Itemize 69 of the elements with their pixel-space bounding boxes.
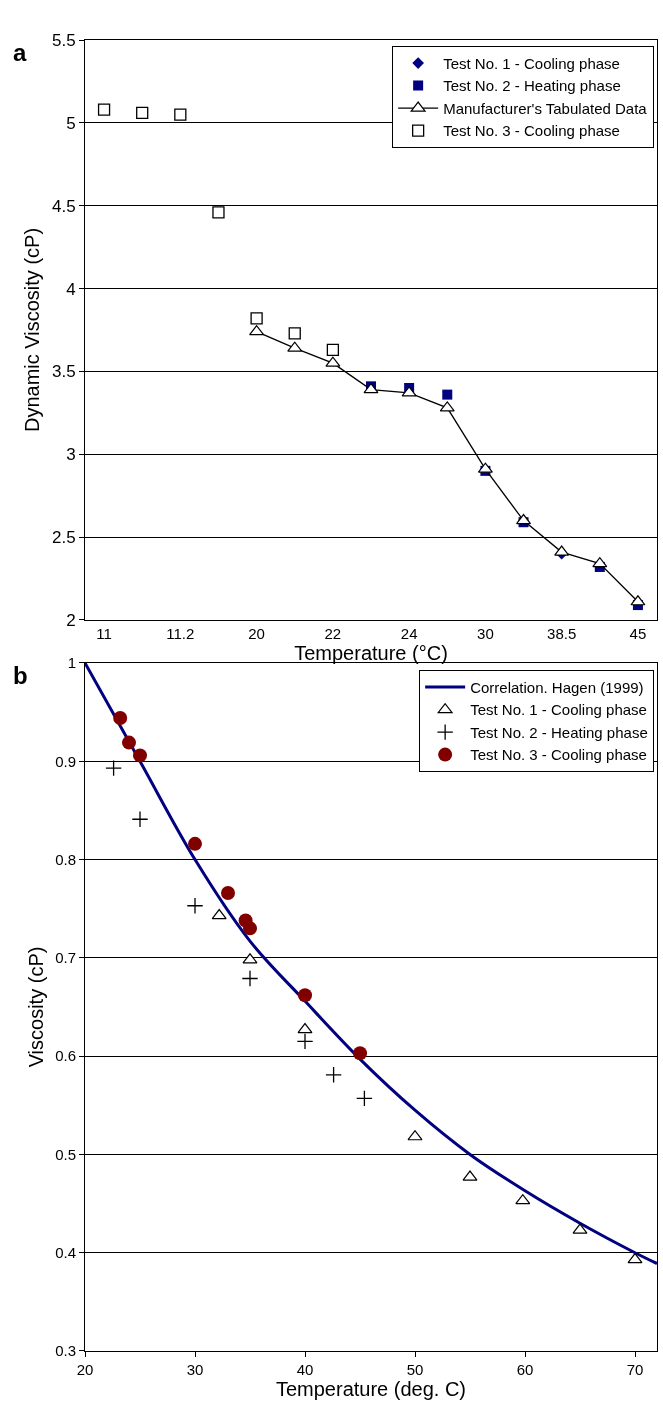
chart-title: a — [13, 39, 27, 66]
legend-label: Test No. 1 - Cooling phase — [470, 701, 647, 719]
x-tick-label: 22 — [324, 624, 342, 642]
x-tick-label: 11.2 — [166, 624, 195, 642]
y-tick-label: 5 — [66, 113, 76, 133]
point — [442, 389, 453, 400]
x-tick-label: 30 — [477, 624, 494, 642]
point — [298, 988, 312, 1003]
x-axis-title: Temperature (°C) — [294, 641, 448, 664]
y-tick-label: 0.4 — [55, 1243, 76, 1261]
point — [113, 711, 128, 726]
y-tick-label: 0.6 — [55, 1047, 76, 1065]
point — [356, 1090, 373, 1107]
point — [188, 836, 202, 851]
x-tick-label: 20 — [76, 1361, 94, 1378]
y-tick-label: 2 — [66, 610, 76, 630]
point — [243, 921, 257, 936]
x-tick-label: 45 — [629, 624, 647, 642]
y-tick-label: 1 — [67, 654, 76, 672]
x-tick-label: 11 — [96, 624, 112, 642]
point — [211, 908, 227, 920]
point — [296, 1033, 314, 1050]
y-tick-label: 2.5 — [51, 528, 76, 548]
legend-label: Test No. 2 - Heating phase — [470, 723, 648, 741]
x-tick-label: 70 — [626, 1361, 644, 1378]
point — [250, 312, 263, 325]
point — [241, 970, 259, 987]
chart-title: b — [13, 662, 28, 689]
point — [288, 327, 301, 340]
legend-label: Test No. 1 - Cooling phase — [443, 54, 620, 72]
y-axis-title: Viscosity (cP) — [24, 946, 47, 1068]
y-tick-label: 5.5 — [51, 30, 76, 50]
y-tick-label: 4.5 — [51, 196, 76, 216]
y-tick-label: 0.8 — [55, 850, 76, 868]
y-tick-label: 0.5 — [55, 1145, 76, 1163]
y-tick-label: 3.5 — [51, 362, 76, 382]
point — [133, 748, 147, 763]
x-tick-label: 20 — [248, 624, 265, 642]
legend-label: Test No. 2 - Heating phase — [443, 77, 621, 95]
point — [325, 1066, 342, 1084]
legend-label: Correlation. Hagen (1999) — [470, 678, 644, 696]
y-tick-label: 0.9 — [55, 752, 76, 770]
x-tick-label: 50 — [406, 1361, 424, 1378]
y-tick-label: 0.3 — [55, 1342, 76, 1360]
legend-label: Manufacturer's Tabulated Data — [443, 99, 648, 117]
y-tick-label: 0.7 — [55, 949, 76, 967]
point — [136, 106, 149, 120]
x-tick-label: 30 — [186, 1361, 204, 1378]
point — [122, 735, 136, 750]
y-tick-label: 4 — [66, 279, 76, 299]
point — [353, 1046, 367, 1061]
x-tick-label: 40 — [296, 1361, 314, 1378]
point — [105, 759, 122, 777]
point — [174, 108, 187, 121]
point — [212, 206, 225, 219]
y-tick-label: 3 — [66, 445, 76, 465]
point — [326, 343, 340, 357]
legend-label: Test No. 3 - Cooling phase — [443, 122, 620, 140]
x-axis-title: Temperature (deg. C) — [275, 1378, 467, 1400]
x-tick-label: 38.5 — [547, 624, 577, 642]
point — [131, 810, 149, 828]
x-tick-label: 24 — [400, 624, 418, 642]
point — [221, 885, 235, 900]
x-tick-label: 60 — [516, 1361, 534, 1378]
y-axis-title: Dynamic Viscosity (cP) — [21, 227, 44, 433]
point — [186, 897, 204, 915]
point — [516, 513, 532, 525]
point — [97, 103, 111, 116]
legend-label: Test No. 3 - Cooling phase — [470, 746, 647, 764]
